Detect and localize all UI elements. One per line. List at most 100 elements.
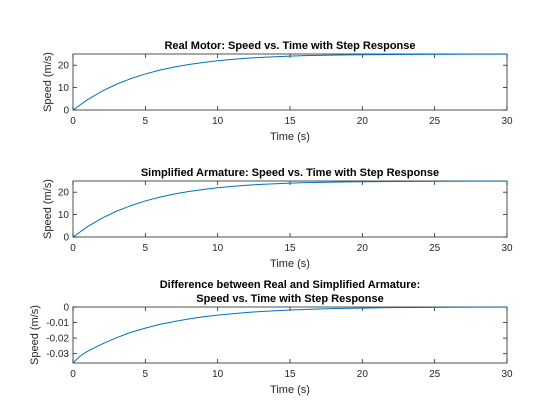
x-tick-label: 0 <box>70 369 76 380</box>
data-point <box>80 356 81 357</box>
data-point <box>217 315 218 316</box>
data-point <box>145 328 146 329</box>
x-tick-label: 20 <box>357 369 369 380</box>
data-point <box>333 55 334 56</box>
x-tick-label: 10 <box>212 369 224 380</box>
data-point <box>174 321 175 322</box>
data-point <box>116 337 117 338</box>
axes-box <box>72 53 508 111</box>
x-tick-label: 20 <box>357 116 369 127</box>
data-point <box>130 78 131 79</box>
data-point <box>507 54 508 55</box>
data-point <box>449 307 450 308</box>
data-point <box>275 56 276 57</box>
data-point <box>333 308 334 309</box>
data-point <box>362 54 363 55</box>
x-tick-label: 10 <box>212 243 224 254</box>
data-point <box>507 307 508 308</box>
data-point <box>87 99 88 100</box>
x-axis-label: Time (s) <box>270 258 310 270</box>
data-point <box>73 110 74 111</box>
data-point <box>217 60 218 61</box>
y-axis-label: Speed (m/s) <box>42 52 54 112</box>
data-point <box>275 183 276 184</box>
data-point <box>232 59 233 60</box>
chart-title: Speed vs. Time with Step Response <box>196 293 383 305</box>
x-tick-label: 20 <box>357 243 369 254</box>
y-tick-label: 20 <box>58 188 70 199</box>
x-tick-label: 25 <box>429 369 441 380</box>
axes-box <box>72 180 508 238</box>
x-tick-label: 15 <box>284 116 296 127</box>
data-point <box>304 182 305 183</box>
data-point <box>318 182 319 183</box>
y-tick-label: 20 <box>58 61 70 72</box>
x-tick-label: 30 <box>501 369 513 380</box>
data-point <box>73 363 74 364</box>
data-point <box>478 181 479 182</box>
data-point <box>290 56 291 57</box>
data-point <box>290 183 291 184</box>
x-tick-label: 25 <box>429 243 441 254</box>
x-axis-label: Time (s) <box>270 131 310 143</box>
x-tick-label: 30 <box>501 243 513 254</box>
data-point <box>391 307 392 308</box>
y-tick-label: -0.03 <box>46 349 69 360</box>
series-line <box>72 306 507 364</box>
data-point <box>478 54 479 55</box>
x-tick-label: 5 <box>143 243 149 254</box>
y-tick-label: 0 <box>63 303 69 314</box>
x-tick-label: 5 <box>143 369 149 380</box>
y-tick-label: 0 <box>63 106 69 117</box>
data-point <box>232 313 233 314</box>
y-tick-label: 10 <box>58 210 70 221</box>
data-point <box>246 185 247 186</box>
data-point <box>87 226 88 227</box>
data-point <box>362 181 363 182</box>
y-tick-label: 10 <box>58 83 70 94</box>
data-point <box>87 351 88 352</box>
series-line <box>72 180 508 238</box>
data-point <box>174 66 175 67</box>
y-axis-label: Speed (m/s) <box>42 179 54 239</box>
subplot-1: Real Motor: Speed vs. Time with Step Res… <box>42 40 513 143</box>
data-point <box>261 57 262 58</box>
data-point <box>73 237 74 238</box>
data-point <box>145 73 146 74</box>
data-point <box>261 184 262 185</box>
data-point <box>203 189 204 190</box>
x-tick-label: 30 <box>501 116 513 127</box>
data-point <box>347 54 348 55</box>
y-tick-label: 0 <box>63 233 69 244</box>
data-point <box>203 62 204 63</box>
data-point <box>318 55 319 56</box>
y-axis-label: Speed (m/s) <box>29 305 41 365</box>
data-point <box>116 84 117 85</box>
subplot-2: Simplified Armature: Speed vs. Time with… <box>42 167 513 270</box>
chart-title: Simplified Armature: Speed vs. Time with… <box>141 167 439 179</box>
data-point <box>130 205 131 206</box>
y-tick-label: -0.02 <box>46 334 69 345</box>
data-point <box>362 308 363 309</box>
data-point <box>304 309 305 310</box>
data-point <box>507 181 508 182</box>
data-point <box>188 318 189 319</box>
x-tick-label: 15 <box>284 243 296 254</box>
x-axis-label: Time (s) <box>270 384 310 396</box>
data-point <box>145 200 146 201</box>
data-point <box>203 316 204 317</box>
data-point <box>159 70 160 71</box>
data-point <box>246 312 247 313</box>
x-tick-label: 10 <box>212 116 224 127</box>
data-point <box>449 54 450 55</box>
data-point <box>391 54 392 55</box>
data-point <box>101 218 102 219</box>
data-point <box>347 181 348 182</box>
data-point <box>159 197 160 198</box>
data-point <box>174 193 175 194</box>
data-point <box>304 55 305 56</box>
x-tick-label: 0 <box>70 243 76 254</box>
data-point <box>449 181 450 182</box>
data-point <box>101 344 102 345</box>
